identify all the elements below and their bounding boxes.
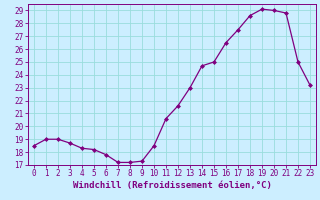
- X-axis label: Windchill (Refroidissement éolien,°C): Windchill (Refroidissement éolien,°C): [73, 181, 271, 190]
